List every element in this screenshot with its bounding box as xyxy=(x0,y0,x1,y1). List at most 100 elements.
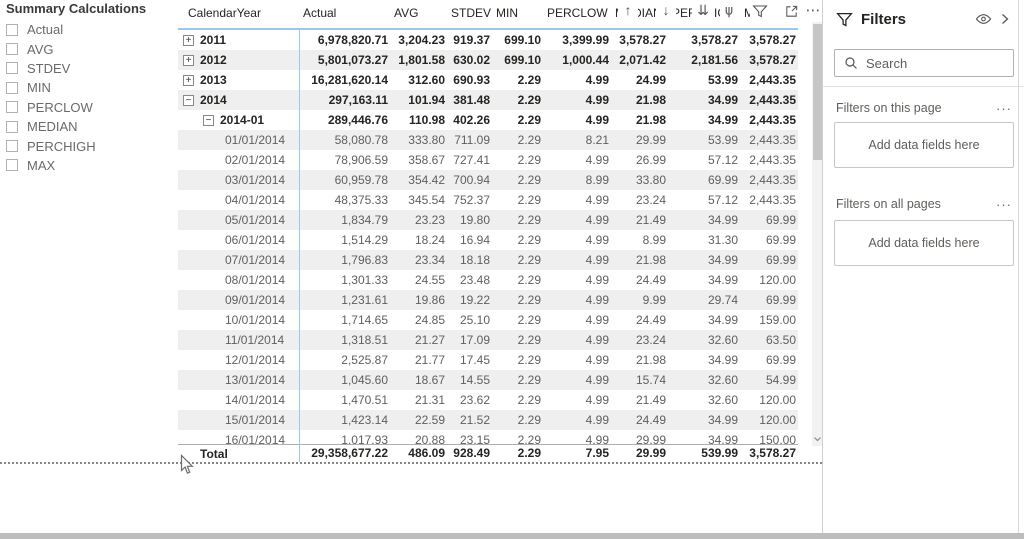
row-header[interactable]: +2013 xyxy=(178,70,299,90)
cell: 69.99 xyxy=(765,293,796,307)
table-row: 05/01/2014 1,834.79 23.23 19.80 2.29 4.99 21.4… xyxy=(178,210,798,230)
total-cell: 29,358,677.22 xyxy=(311,446,388,460)
row-header[interactable]: −2014 xyxy=(178,90,299,110)
row-header[interactable]: +2012 xyxy=(178,50,299,70)
drill-up-icon[interactable]: ↑ xyxy=(618,2,638,20)
row-header[interactable]: 08/01/2014 xyxy=(178,270,299,290)
section-more-options-icon[interactable]: ··· xyxy=(996,100,1012,116)
cell: 1,714.65 xyxy=(341,313,388,327)
matrix-vertical-scrollbar[interactable] xyxy=(812,22,823,446)
column-header-calendaryear[interactable]: CalendarYear xyxy=(188,6,261,20)
row-header[interactable]: −2014-01 xyxy=(178,110,299,130)
row-header[interactable]: 10/01/2014 xyxy=(178,310,299,330)
drill-down-icon[interactable]: ↓ xyxy=(656,2,676,20)
cell: 31.30 xyxy=(707,233,738,247)
slicer-item-label: MIN xyxy=(27,80,51,96)
cell: 34.99 xyxy=(707,413,738,427)
scrollbar-down-arrow-icon[interactable] xyxy=(812,433,823,445)
checkbox[interactable] xyxy=(6,159,18,172)
expand-icon[interactable]: + xyxy=(183,34,194,46)
checkbox[interactable] xyxy=(6,101,18,114)
cell: 29.99 xyxy=(635,433,666,444)
add-data-fields-dropzone-page[interactable]: Add data fields here xyxy=(834,122,1014,168)
expand-icon[interactable]: + xyxy=(183,74,194,86)
cell: 53.99 xyxy=(707,73,738,87)
checkbox[interactable] xyxy=(6,81,18,94)
column-header-min[interactable]: MIN xyxy=(496,6,518,20)
row-header[interactable]: 09/01/2014 xyxy=(178,290,299,310)
collapse-icon[interactable]: − xyxy=(183,94,194,106)
slicer-item-median[interactable]: MEDIAN xyxy=(6,117,176,136)
cell: 2.29 xyxy=(517,413,541,427)
mouse-cursor xyxy=(180,454,195,476)
row-header[interactable]: 16/01/2014 xyxy=(178,430,299,444)
expand-icon[interactable]: + xyxy=(183,54,194,66)
cell: 2,443.35 xyxy=(749,193,796,207)
cell: 17.09 xyxy=(459,333,490,347)
add-data-fields-dropzone-all[interactable]: Add data fields here xyxy=(834,220,1014,266)
expand-next-level-icon[interactable]: ⋔ xyxy=(720,2,738,20)
row-header[interactable]: 14/01/2014 xyxy=(178,390,299,410)
slicer-item-max[interactable]: MAX xyxy=(6,156,176,175)
cell: 690.93 xyxy=(453,73,490,87)
collapse-icon[interactable]: − xyxy=(203,114,214,126)
cell: 2.29 xyxy=(517,153,541,167)
checkbox[interactable] xyxy=(6,62,18,75)
checkbox[interactable] xyxy=(6,120,18,133)
filter-funnel-icon[interactable] xyxy=(750,2,770,20)
column-header-stdev[interactable]: STDEV xyxy=(451,6,492,20)
eye-icon[interactable] xyxy=(971,12,996,26)
cell: 21.98 xyxy=(635,93,666,107)
row-header[interactable]: +2011 xyxy=(178,30,299,50)
row-header[interactable]: 11/01/2014 xyxy=(178,330,299,350)
row-header[interactable]: 07/01/2014 xyxy=(178,250,299,270)
cell: 24.49 xyxy=(635,313,666,327)
row-header[interactable]: 13/01/2014 xyxy=(178,370,299,390)
slicer-item-actual[interactable]: Actual xyxy=(6,20,176,39)
dropzone-label: Add data fields here xyxy=(868,236,980,250)
column-header-avg[interactable]: AVG xyxy=(394,6,419,20)
scrollbar-thumb[interactable] xyxy=(813,24,822,160)
expand-all-down-icon[interactable]: ⇊ xyxy=(692,2,714,20)
slicer-item-min[interactable]: MIN xyxy=(6,78,176,97)
cell: 23.48 xyxy=(459,273,490,287)
row-header[interactable]: 12/01/2014 xyxy=(178,350,299,370)
slicer-item-perchigh[interactable]: PERCHIGH xyxy=(6,136,176,155)
row-header[interactable]: 02/01/2014 xyxy=(178,150,299,170)
cell: 34.99 xyxy=(707,433,738,444)
cell: 3,578.27 xyxy=(749,53,796,67)
cell: 34.99 xyxy=(707,313,738,327)
section-more-options-icon[interactable]: ··· xyxy=(996,196,1012,212)
slicer-item-label: PERCLOW xyxy=(27,99,93,115)
cell: 8.99 xyxy=(585,173,609,187)
cell: 24.99 xyxy=(635,73,666,87)
slicer-item-avg[interactable]: AVG xyxy=(6,39,176,58)
filters-search-box[interactable] xyxy=(834,49,1014,77)
cell: 4.99 xyxy=(585,353,609,367)
column-header-perclow[interactable]: PERCLOW xyxy=(547,6,608,20)
cell: 6,978,820.71 xyxy=(317,33,388,47)
checkbox[interactable] xyxy=(6,23,18,36)
total-row-label: Total xyxy=(200,446,228,461)
slicer-item-stdev[interactable]: STDEV xyxy=(6,59,176,78)
row-header[interactable]: 01/01/2014 xyxy=(178,130,299,150)
cell: 32.60 xyxy=(707,333,738,347)
checkbox[interactable] xyxy=(6,140,18,153)
row-header[interactable]: 05/01/2014 xyxy=(178,210,299,230)
slicer-item-perclow[interactable]: PERCLOW xyxy=(6,98,176,117)
search-input[interactable] xyxy=(866,55,996,71)
more-options-icon[interactable]: ⋯ xyxy=(803,2,823,20)
row-header[interactable]: 03/01/2014 xyxy=(178,170,299,190)
row-label: 2011 xyxy=(200,33,227,47)
focus-mode-icon[interactable] xyxy=(781,2,801,20)
row-header[interactable]: 04/01/2014 xyxy=(178,190,299,210)
row-header[interactable]: 06/01/2014 xyxy=(178,230,299,250)
cell: 4.99 xyxy=(585,393,609,407)
checkbox[interactable] xyxy=(6,43,18,56)
column-header-actual[interactable]: Actual xyxy=(303,6,337,20)
table-row: 11/01/2014 1,318.51 21.27 17.09 2.29 4.99 23.2… xyxy=(178,330,798,350)
collapse-pane-chevron-icon[interactable] xyxy=(996,12,1014,26)
cell: 2,443.35 xyxy=(749,153,796,167)
cell: 69.99 xyxy=(707,173,738,187)
row-header[interactable]: 15/01/2014 xyxy=(178,410,299,430)
